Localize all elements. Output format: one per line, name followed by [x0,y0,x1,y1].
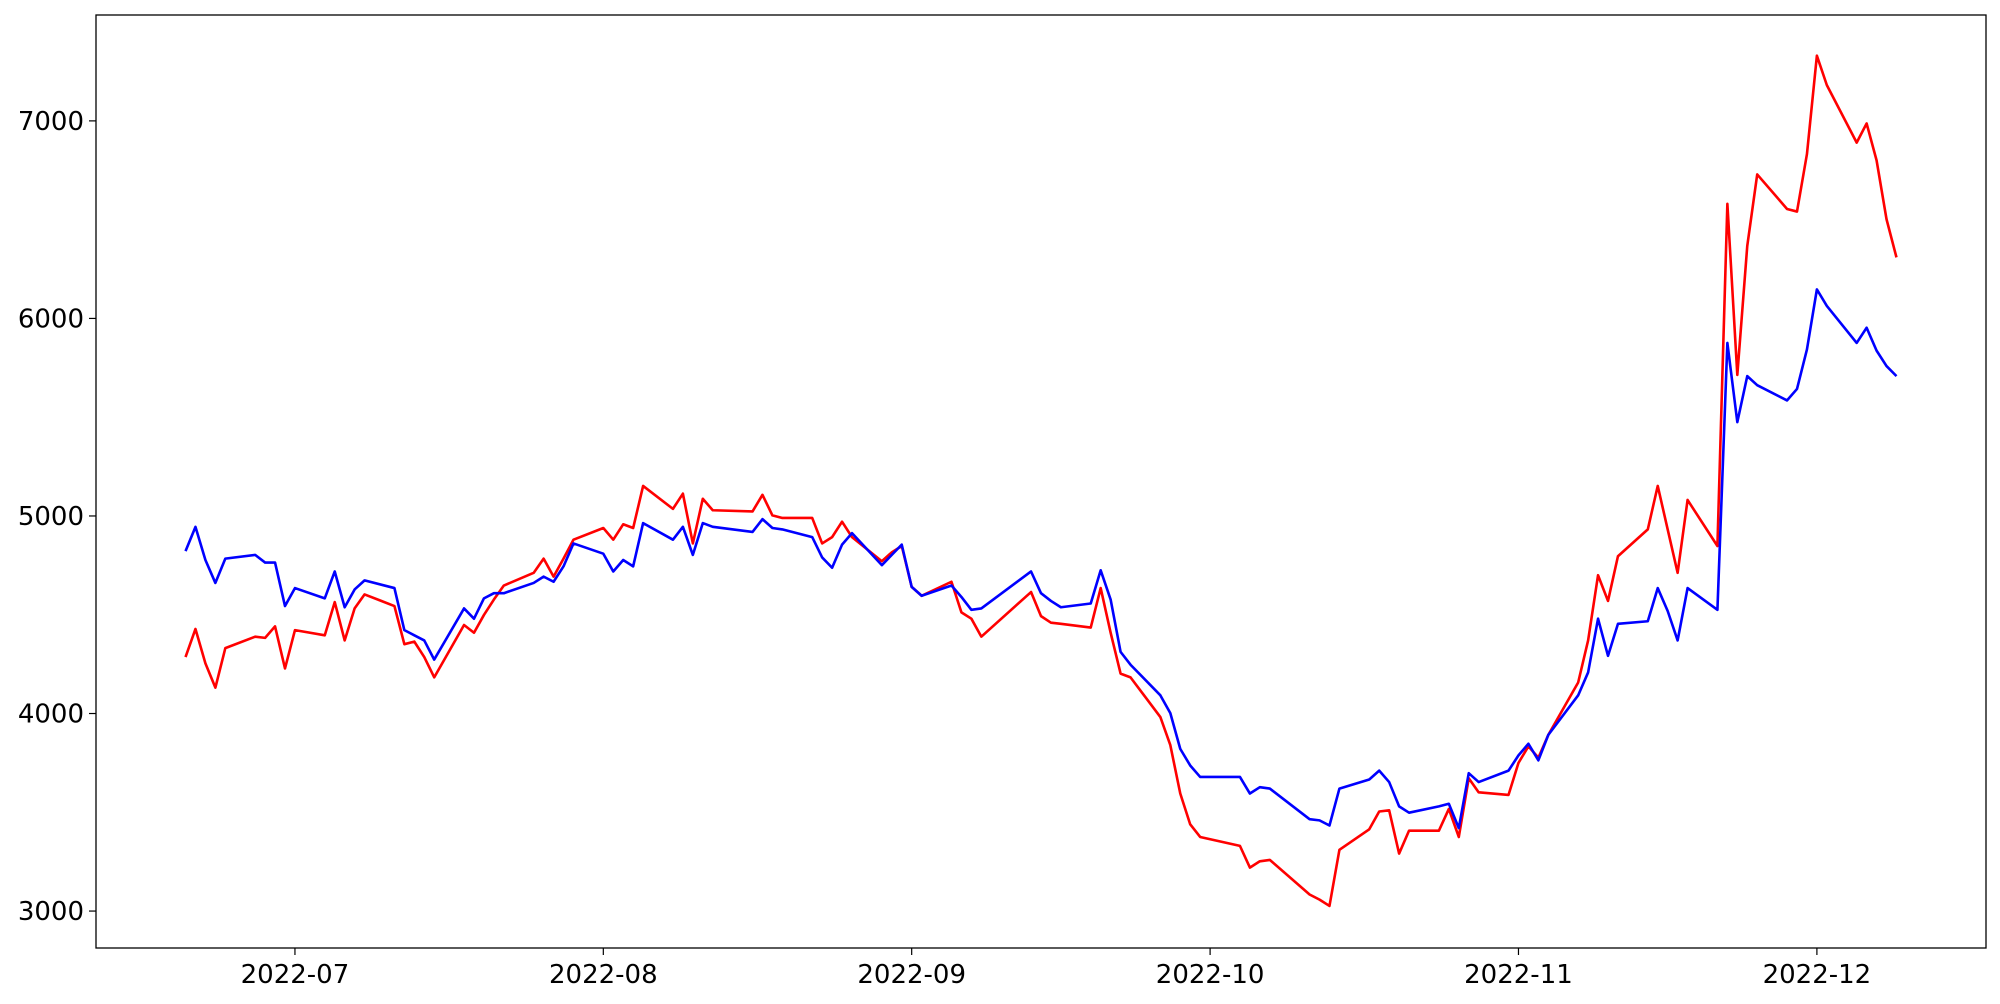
x-tick-label: 2022-10 [1156,960,1265,990]
series-line [184,54,1898,908]
y-tick-label: 5000 [18,502,84,532]
x-tick-label: 2022-07 [241,960,350,990]
x-tick-label: 2022-12 [1763,960,1872,990]
series-line [184,288,1898,830]
y-tick-label: 6000 [18,304,84,334]
x-tick-label: 2022-08 [549,960,658,990]
y-tick-label: 4000 [18,700,84,730]
x-tick-label: 2022-11 [1464,960,1573,990]
y-tick-label: 3000 [18,897,84,927]
y-tick-label: 7000 [18,107,84,137]
plot-frame [95,14,1987,949]
x-tick-label: 2022-09 [857,960,966,990]
